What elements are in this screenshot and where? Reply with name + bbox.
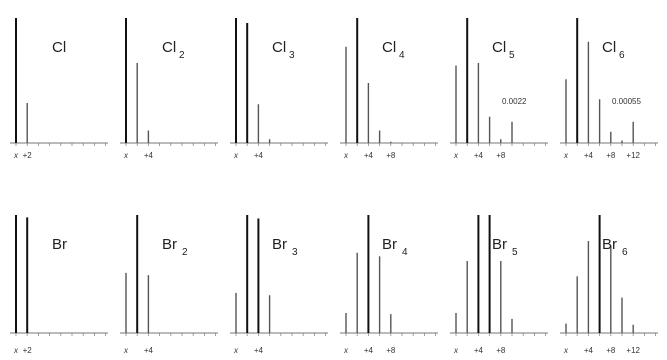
- panel-title-subscript: 3: [292, 247, 298, 258]
- x-tick-label: +4: [144, 151, 154, 160]
- x-tick-label: x: [453, 346, 459, 355]
- panel-title: Cl: [272, 39, 286, 56]
- x-tick-label: +8: [606, 346, 616, 355]
- panel-title: Cl: [52, 39, 66, 56]
- panel-title: Br: [382, 236, 397, 253]
- panel-title: Br: [272, 236, 287, 253]
- x-tick-label: x: [13, 151, 19, 160]
- x-tick-label: x: [233, 346, 239, 355]
- panel-title: Br: [602, 236, 617, 253]
- x-tick-label: x: [123, 346, 129, 355]
- x-tick-label: +4: [474, 346, 484, 355]
- panel-title: Br: [492, 236, 507, 253]
- panel-title: Cl: [602, 39, 616, 56]
- x-tick-label: +2: [23, 151, 33, 160]
- x-tick-label: +4: [584, 151, 594, 160]
- annotation-label: 0.0022: [502, 97, 527, 106]
- annotation-label: 0.00055: [612, 97, 641, 106]
- isotope-panel-br2: x +4 Br 2: [120, 215, 218, 355]
- x-tick-label: +8: [386, 151, 396, 160]
- panel-title-subscript: 4: [399, 50, 405, 61]
- isotope-panel-br4: x +4 +8 Br 4: [340, 215, 438, 355]
- isotope-panel-cl5: x +4 +8 Cl 5 0.0022: [450, 18, 548, 160]
- panel-title-subscript: 6: [622, 247, 628, 258]
- isotope-panel-br6: x +4 +8 +12 Br 6: [560, 215, 658, 355]
- isotope-panel-cl2: x +4 Cl 2: [120, 18, 218, 160]
- x-tick-label: +4: [144, 346, 154, 355]
- x-tick-label: +12: [626, 346, 640, 355]
- x-tick-label: +8: [496, 346, 506, 355]
- x-tick-label: +8: [496, 151, 506, 160]
- panel-title-subscript: 6: [619, 50, 625, 61]
- panel-title: Cl: [162, 39, 176, 56]
- panel-title-subscript: 5: [509, 50, 515, 61]
- isotope-panel-br1: x +2 Br: [10, 215, 108, 355]
- x-tick-label: +4: [254, 151, 264, 160]
- x-tick-label: x: [233, 151, 239, 160]
- isotope-panel-cl3: x +4 Cl 3: [230, 18, 328, 160]
- x-tick-label: +4: [364, 151, 374, 160]
- x-tick-label: x: [563, 346, 569, 355]
- x-tick-label: +8: [386, 346, 396, 355]
- x-tick-label: x: [453, 151, 459, 160]
- x-tick-label: x: [343, 151, 349, 160]
- isotope-panel-br5: x +4 +8 Br 5: [450, 215, 548, 355]
- x-tick-label: +4: [584, 346, 594, 355]
- x-tick-label: x: [343, 346, 349, 355]
- panel-title-subscript: 5: [512, 247, 518, 258]
- panel-title-subscript: 2: [182, 247, 188, 258]
- panel-title: Br: [162, 236, 177, 253]
- panel-title: Cl: [382, 39, 396, 56]
- x-tick-label: +4: [474, 151, 484, 160]
- x-tick-label: x: [13, 346, 19, 355]
- x-tick-label: +2: [23, 346, 33, 355]
- isotope-panel-cl1: x +2 Cl: [10, 18, 108, 160]
- isotope-panel-cl4: x +4 +8 Cl 4: [340, 18, 438, 160]
- x-tick-label: +4: [254, 346, 264, 355]
- panel-title-subscript: 2: [179, 50, 185, 61]
- panel-title: Cl: [492, 39, 506, 56]
- x-tick-label: x: [123, 151, 129, 160]
- x-tick-label: +8: [606, 151, 616, 160]
- isotope-panel-br3: x +4 Br 3: [230, 215, 328, 355]
- x-tick-label: +4: [364, 346, 374, 355]
- panel-title: Br: [52, 236, 67, 253]
- x-tick-label: x: [563, 151, 569, 160]
- panel-title-subscript: 3: [289, 50, 295, 61]
- isotope-panel-cl6: x +4 +8 +12 Cl 6 0.00055: [560, 18, 658, 160]
- panel-title-subscript: 4: [402, 247, 408, 258]
- x-tick-label: +12: [626, 151, 640, 160]
